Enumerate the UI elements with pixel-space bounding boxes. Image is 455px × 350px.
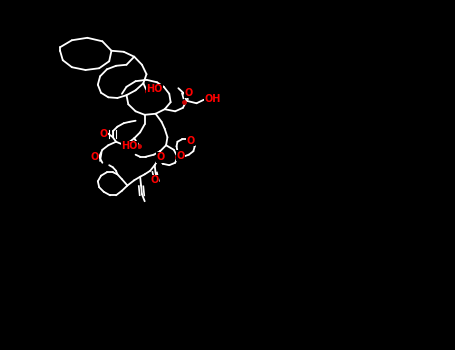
Text: O: O — [151, 175, 159, 185]
Text: O: O — [156, 153, 164, 162]
Text: O: O — [177, 151, 185, 161]
Text: OH: OH — [205, 94, 221, 104]
Text: HO: HO — [147, 84, 163, 94]
Text: O: O — [184, 88, 192, 98]
Text: O: O — [100, 129, 108, 139]
Text: HO: HO — [121, 141, 138, 151]
Text: O: O — [90, 153, 98, 162]
Text: O: O — [186, 136, 194, 146]
